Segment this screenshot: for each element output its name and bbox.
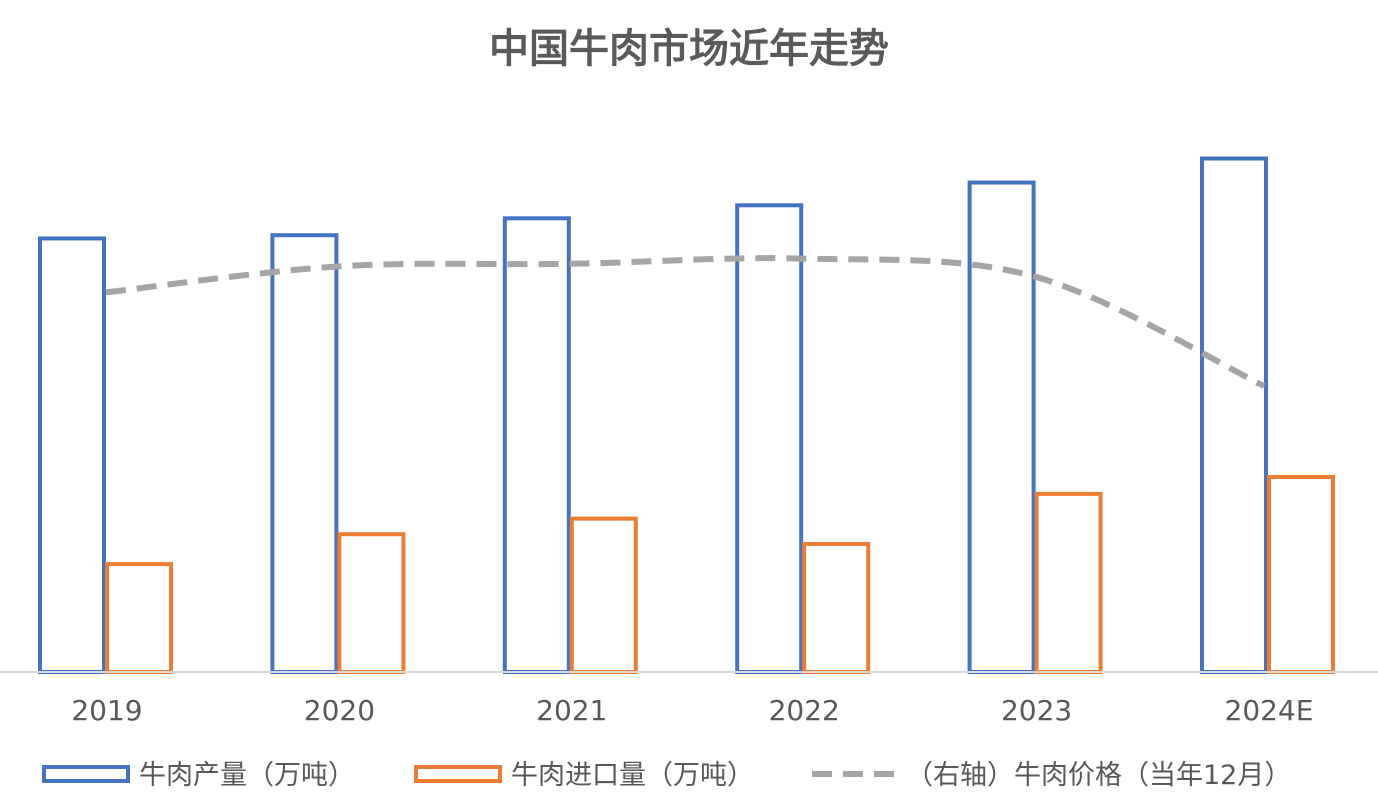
import-bar-2024E [1267,475,1335,674]
line-layer [105,255,1266,389]
production-bar-2019 [38,236,106,674]
production-bar-2024E [1200,156,1268,674]
bars-layer [38,156,1335,675]
import-bar-2022 [802,541,871,675]
production-bar-2023 [967,180,1036,675]
import-bar-2021 [569,516,638,674]
x-tick-label-2023: 2023 [1001,694,1072,727]
production-bar-2021 [502,216,571,675]
x-tick-label-2019: 2019 [71,694,142,727]
x-tick-label-2024E: 2024E [1225,694,1314,727]
legend-price-label: （右轴）牛肉价格（当年12月） [906,760,1291,791]
import-bar-2019 [105,562,173,674]
import-bar-2020 [337,532,406,675]
legend-price: （右轴）牛肉价格（当年12月） [812,760,1291,791]
x-tick-label-2021: 2021 [536,694,607,727]
import-bar-2023 [1034,491,1103,674]
legend-import-label: 牛肉进口量（万吨） [511,760,754,791]
legend-import: 牛肉进口量（万吨） [414,760,754,791]
x-tick-label-2020: 2020 [304,694,375,727]
legend-import-swatch [414,765,502,783]
x-axis-ticks: 2019 2020 2021 2022 2023 2024E [71,694,1313,727]
legend-production-swatch [42,765,130,783]
legend-production-label: 牛肉产量（万吨） [139,760,355,791]
production-bar-2022 [735,203,804,675]
production-bar-2020 [270,233,339,674]
legend: 牛肉产量（万吨） 牛肉进口量（万吨） （右轴）牛肉价格（当年12月） [42,760,1291,791]
price-line [105,255,1266,389]
legend-production: 牛肉产量（万吨） [42,760,355,791]
chart-title: 中国牛肉市场近年走势 [489,26,889,72]
x-tick-label-2022: 2022 [769,694,840,727]
